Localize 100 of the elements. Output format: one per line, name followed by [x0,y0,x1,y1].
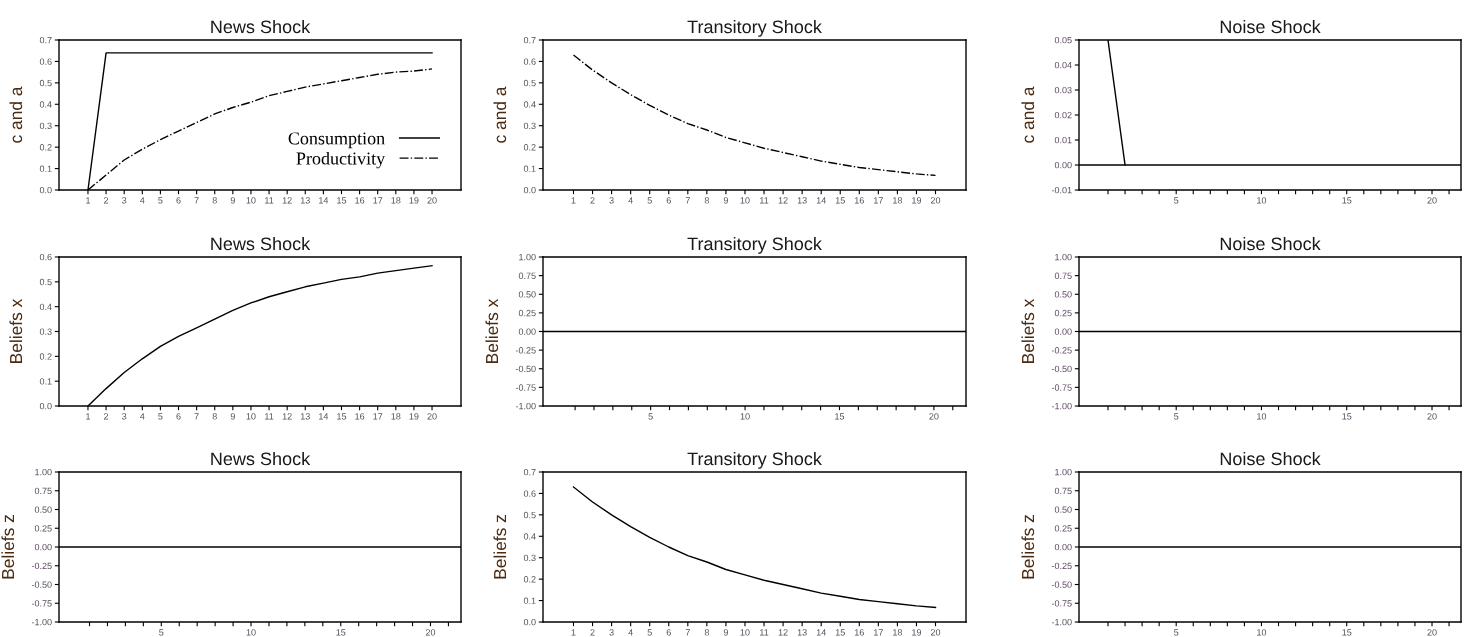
chart-title: News Shock [211,236,311,251]
x-tick-label: 19 [409,413,419,420]
x-tick-label: 20 [930,629,941,636]
x-tick-label: 4 [628,629,633,636]
y-tick-label: 0.7 [39,36,52,44]
x-tick-label: 5 [1174,197,1179,204]
y-tick-label: 0.6 [523,58,536,65]
y-tick-label: 0.25 [1054,525,1072,532]
y-tick-label: 0.2 [39,144,52,151]
x-tick-label: 3 [122,197,127,204]
legend-label: Consumption [288,132,385,149]
y-axis-title: Beliefs z [1021,515,1035,579]
x-tick-label: 20 [427,413,437,420]
y-tick-label: -1.00 [515,402,536,410]
chart-title: News Shock [211,451,311,466]
x-tick-label: 8 [704,629,709,636]
y-tick-label: 0.75 [34,487,52,495]
x-tick-label: 3 [122,413,127,420]
y-tick-label: -1.00 [1051,618,1072,626]
x-tick-label: 4 [139,413,145,420]
x-tick-label: 13 [300,413,310,420]
x-tick-label: 17 [373,413,383,420]
y-tick-label: 0.75 [1054,272,1072,279]
y-tick-label: 0.05 [1054,36,1072,44]
y-tick-label: -0.25 [1051,562,1072,570]
x-tick-label: 10 [740,413,750,420]
x-tick-label: 15 [1342,197,1352,204]
x-tick-label: 19 [912,629,922,636]
x-tick-label: 5 [648,413,653,420]
y-tick-label: 0.50 [34,506,52,513]
x-tick-label: 14 [816,629,826,636]
x-tick-label: 15 [336,629,346,636]
x-tick-label: 12 [778,197,788,204]
x-tick-label: 20 [929,413,939,420]
y-tick-label: 0.1 [523,165,536,172]
y-tick-label: 0.00 [1054,543,1072,551]
x-tick-label: 1 [86,413,91,420]
x-tick-label: 6 [176,197,181,204]
x-tick-label: 8 [212,197,217,204]
y-tick-label: 0.1 [39,378,52,385]
y-tick-label: 0.25 [518,309,536,317]
x-tick-label: 5 [158,197,163,204]
y-tick-label: 0.3 [523,122,536,130]
x-tick-label: 1 [571,197,576,204]
y-tick-label: 0.50 [1054,291,1072,298]
y-axis-title: Beliefs z [1,515,15,579]
y-tick-label: 0.2 [523,144,536,151]
x-tick-label: 11 [265,197,274,204]
x-tick-label: 8 [704,197,709,204]
x-tick-label: 12 [282,197,292,204]
y-axis-title: Beliefs x [1021,298,1035,363]
x-tick-label: 4 [139,197,145,204]
y-tick-label: 0.00 [518,328,536,335]
x-tick-label: 16 [854,629,864,636]
x-tick-label: 3 [609,629,614,636]
y-tick-label: 0.00 [1054,161,1072,169]
x-tick-label: 9 [723,629,728,636]
y-tick-label: -0.75 [1051,600,1072,607]
y-tick-label: -0.25 [1051,347,1072,354]
y-tick-label: 0.0 [39,402,52,410]
y-tick-label: 0.6 [39,58,52,65]
y-tick-label: 1.00 [35,468,52,476]
x-tick-label: 9 [230,197,235,204]
y-tick-label: -0.75 [515,384,536,391]
x-tick-label: 6 [176,413,181,420]
chart-title: Noise Shock [1220,236,1321,251]
x-tick-label: 13 [300,197,310,204]
x-tick-label: 5 [647,197,652,204]
y-tick-label: 0.0 [523,186,536,194]
y-tick-label: 0.25 [34,525,52,532]
x-tick-label: 19 [912,197,922,204]
y-tick-label: 0.3 [523,554,536,562]
x-tick-label: 10 [246,413,256,420]
y-tick-label: 0.3 [39,122,52,130]
x-tick-label: 1 [86,197,91,204]
y-tick-label: 0.4 [39,101,52,108]
x-tick-label: 15 [337,413,347,420]
y-tick-label: 0.3 [39,328,52,335]
x-tick-label: 5 [647,629,652,636]
x-tick-label: 9 [230,413,235,420]
x-tick-label: 18 [893,629,903,636]
y-axis-title: c and a [9,86,23,143]
x-tick-label: 10 [1257,413,1267,420]
x-tick-label: 6 [666,629,671,636]
y-tick-label: 1.00 [519,253,536,261]
x-tick-label: 3 [609,197,614,204]
x-tick-label: 5 [1174,413,1179,420]
x-tick-label: 2 [104,197,109,204]
x-tick-label: 10 [246,629,256,636]
x-tick-label: 5 [159,629,164,636]
y-tick-label: -0.25 [31,562,52,570]
y-tick-label: -0.75 [1051,384,1072,391]
y-tick-label: 0.50 [518,291,536,298]
x-tick-label: 20 [1427,629,1437,636]
y-tick-label: 0.5 [523,79,536,87]
chart-title: Transitory Shock [687,451,822,469]
x-tick-label: 5 [158,413,163,420]
y-tick-label: 0.7 [523,36,536,44]
x-tick-label: 14 [319,197,329,204]
x-tick-label: 20 [930,197,941,204]
